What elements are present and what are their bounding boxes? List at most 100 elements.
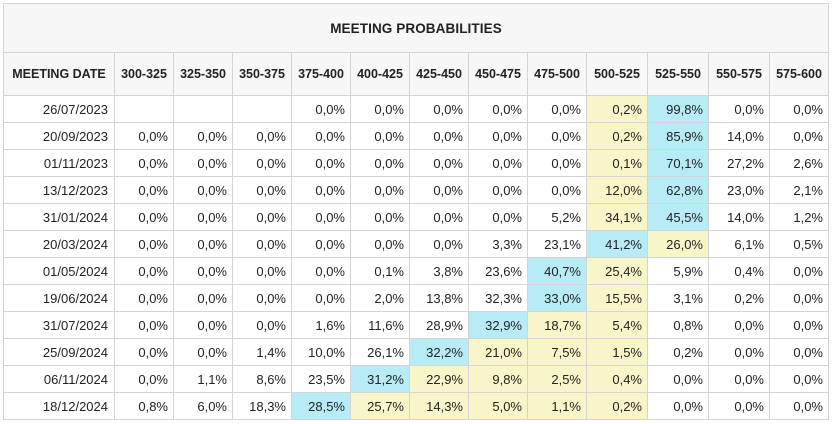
probability-cell: 0,0% (350, 149, 410, 177)
probability-cell: 0,0% (409, 203, 469, 231)
probability-cell: 2,1% (769, 176, 829, 204)
probability-cell (173, 95, 233, 123)
probability-cell: 2,6% (769, 149, 829, 177)
probability-cell: 0,0% (173, 203, 233, 231)
probability-cell: 0,0% (350, 230, 410, 258)
meeting-date-cell: 01/11/2023 (3, 149, 115, 177)
meeting-probabilities-panel: MEETING PROBABILITIES MEETING DATE 300-3… (3, 3, 829, 421)
column-header-range[interactable]: 400-425 (350, 52, 410, 96)
probability-cell: 0,0% (527, 176, 587, 204)
probability-cell: 0,0% (114, 176, 174, 204)
probability-cell: 14,3% (409, 392, 469, 420)
probability-cell: 40,7% (527, 257, 587, 285)
probability-cell: 0,0% (350, 122, 410, 150)
probability-cell: 0,0% (647, 392, 709, 420)
probability-cell: 1,1% (527, 392, 587, 420)
probability-cell: 1,2% (769, 203, 829, 231)
column-header-range[interactable]: 325-350 (173, 52, 233, 96)
probability-cell: 0,4% (586, 365, 648, 393)
probability-cell: 0,1% (350, 257, 410, 285)
probability-cell (114, 95, 174, 123)
table-row: 01/11/2023 0,0% 0,0% 0,0% 0,0% 0,0% 0,0% 0,0% 0,… (3, 149, 829, 177)
table-row: 25/09/2024 0,0% 0,0% 1,4% 10,0% 26,1% 32,2% 21,… (3, 338, 829, 366)
probability-cell (232, 95, 292, 123)
probability-cell: 1,4% (232, 338, 292, 366)
column-header-range[interactable]: 300-325 (114, 52, 174, 96)
column-header-range[interactable]: 550-575 (708, 52, 770, 96)
probability-cell: 1,1% (173, 365, 233, 393)
probability-cell: 0,0% (708, 95, 770, 123)
probability-cell: 33,0% (527, 284, 587, 312)
probability-cell: 0,0% (769, 122, 829, 150)
probability-cell: 0,0% (350, 176, 410, 204)
probability-cell: 0,0% (409, 122, 469, 150)
probability-cell: 1,5% (586, 338, 648, 366)
probability-cell: 0,0% (114, 257, 174, 285)
meeting-date-cell: 26/07/2023 (3, 95, 115, 123)
probability-cell: 0,0% (769, 284, 829, 312)
probability-cell: 3,3% (468, 230, 528, 258)
probability-cell: 0,2% (647, 338, 709, 366)
column-header-range[interactable]: 375-400 (291, 52, 351, 96)
probability-cell: 0,0% (173, 338, 233, 366)
probability-cell: 0,0% (232, 149, 292, 177)
probability-cell: 5,0% (468, 392, 528, 420)
column-header-range[interactable]: 350-375 (232, 52, 292, 96)
probability-cell: 0,0% (232, 230, 292, 258)
probability-cell: 0,0% (291, 230, 351, 258)
probability-cell: 5,4% (586, 311, 648, 339)
table-row: 18/12/2024 0,8% 6,0% 18,3% 28,5% 25,7% 14,3% 5,… (3, 392, 829, 420)
probability-cell: 0,0% (468, 203, 528, 231)
probability-cell: 1,6% (291, 311, 351, 339)
probability-cell: 7,5% (527, 338, 587, 366)
probability-cell: 0,0% (173, 176, 233, 204)
probability-cell: 2,0% (350, 284, 410, 312)
probability-cell: 25,7% (350, 392, 410, 420)
probability-cell: 6,0% (173, 392, 233, 420)
probability-cell: 0,0% (173, 257, 233, 285)
table-row: 01/05/2024 0,0% 0,0% 0,0% 0,0% 0,1% 3,8% 23,6% 4… (3, 257, 829, 285)
meeting-date-cell: 01/05/2024 (3, 257, 115, 285)
probability-cell: 13,8% (409, 284, 469, 312)
column-header-range[interactable]: 575-600 (769, 52, 829, 96)
probability-cell: 23,1% (527, 230, 587, 258)
probability-cell: 14,0% (708, 203, 770, 231)
probability-cell: 18,7% (527, 311, 587, 339)
column-header-range[interactable]: 500-525 (586, 52, 648, 96)
probability-cell: 3,1% (647, 284, 709, 312)
probability-cell: 0,0% (291, 95, 351, 123)
probability-cell: 0,0% (291, 176, 351, 204)
probability-cell: 23,5% (291, 365, 351, 393)
column-header-range[interactable]: 525-550 (647, 52, 709, 96)
probability-cell: 2,5% (527, 365, 587, 393)
probability-cell: 9,8% (468, 365, 528, 393)
probability-cell: 0,0% (291, 122, 351, 150)
meeting-date-cell: 25/09/2024 (3, 338, 115, 366)
meeting-date-cell: 13/12/2023 (3, 176, 115, 204)
probability-cell: 0,0% (708, 311, 770, 339)
probability-cell: 0,8% (647, 311, 709, 339)
probability-cell: 0,0% (527, 149, 587, 177)
probability-cell: 0,0% (291, 284, 351, 312)
probability-cell: 99,8% (647, 95, 709, 123)
table-row: 20/03/2024 0,0% 0,0% 0,0% 0,0% 0,0% 0,0% 3,3% 23… (3, 230, 829, 258)
probability-cell: 0,0% (291, 203, 351, 231)
table-title: MEETING PROBABILITIES (3, 3, 829, 53)
probability-cell: 0,0% (232, 284, 292, 312)
column-header-range[interactable]: 450-475 (468, 52, 528, 96)
table-row: 26/07/2023 0,0% 0,0% 0,0% 0,0% 0,0% 0,2% 99,8% 0… (3, 95, 829, 123)
column-header-row: MEETING DATE 300-325 325-350 350-375 375-40… (3, 52, 829, 96)
probability-cell: 0,0% (647, 365, 709, 393)
column-header-range[interactable]: 425-450 (409, 52, 469, 96)
table-row: 20/09/2023 0,0% 0,0% 0,0% 0,0% 0,0% 0,0% 0,0% 0,… (3, 122, 829, 150)
probability-cell: 3,8% (409, 257, 469, 285)
probability-cell: 0,0% (409, 95, 469, 123)
meeting-date-cell: 20/03/2024 (3, 230, 115, 258)
probability-cell: 0,0% (232, 122, 292, 150)
probability-cell: 0,1% (586, 149, 648, 177)
column-header-range[interactable]: 475-500 (527, 52, 587, 96)
column-header-meeting-date[interactable]: MEETING DATE (3, 52, 115, 96)
probability-cell: 0,0% (468, 176, 528, 204)
table-title-row: MEETING PROBABILITIES (3, 3, 829, 53)
probability-cell: 28,5% (291, 392, 351, 420)
